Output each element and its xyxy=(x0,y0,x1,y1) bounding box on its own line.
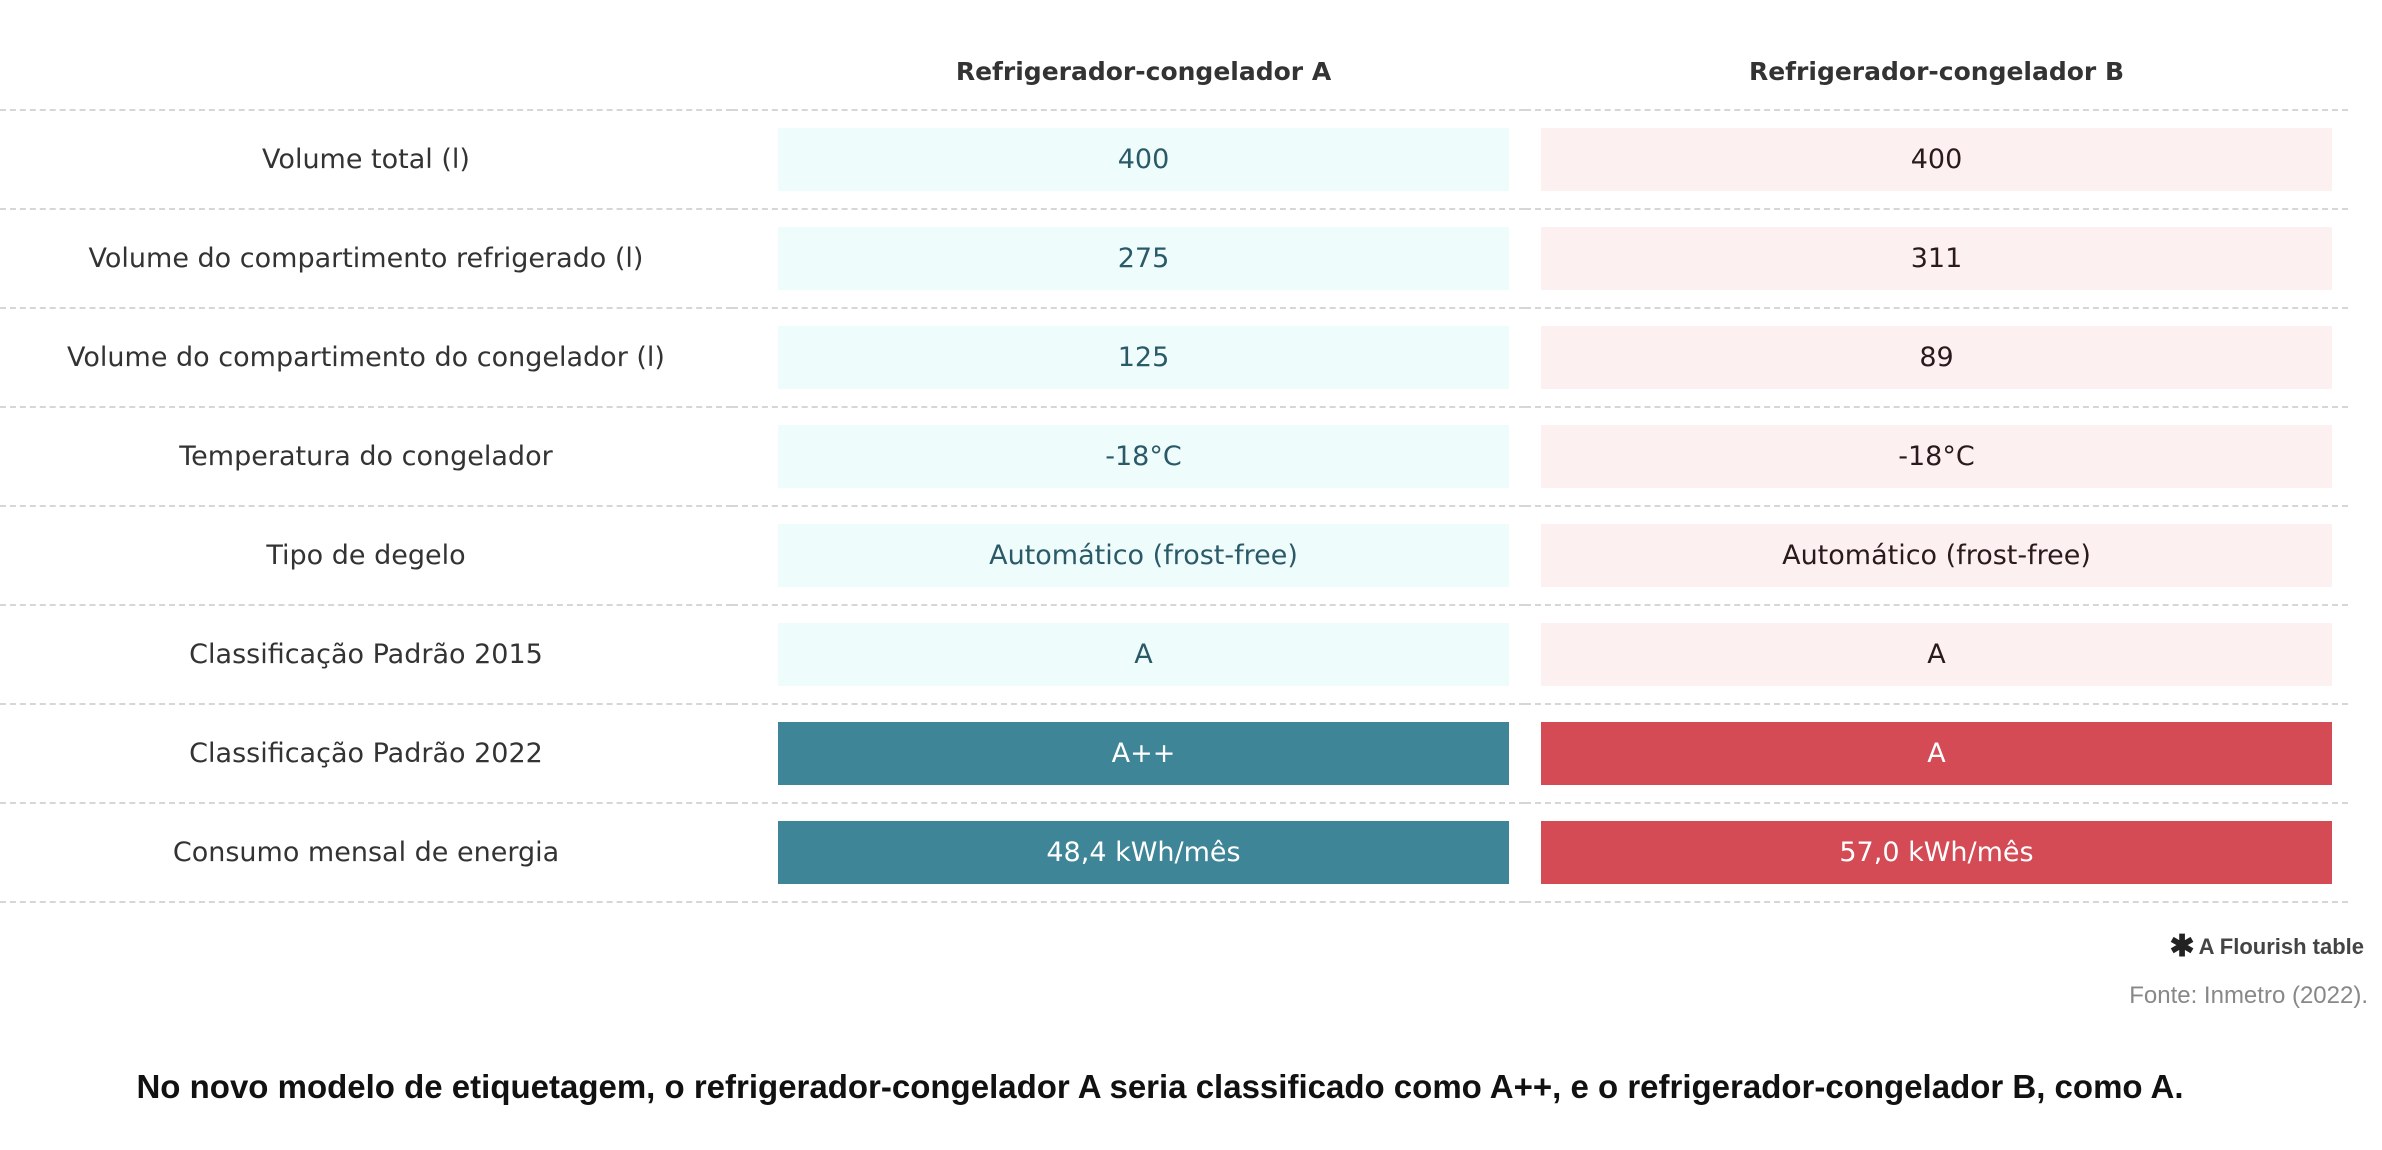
header-label-column xyxy=(0,42,732,111)
table-row: Classificação Padrão 2015 A A xyxy=(0,606,2348,705)
value-b: Automático (frost-free) xyxy=(1541,524,2332,587)
row-label: Tipo de degelo xyxy=(0,507,732,606)
cell-column-a: 125 xyxy=(732,309,1525,408)
value-a: A++ xyxy=(778,722,1509,785)
value-a: 125 xyxy=(778,326,1509,389)
figure-caption: No novo modelo de etiquetagem, o refrige… xyxy=(136,1068,2184,1105)
table-row: Tipo de degelo Automático (frost-free) Aut… xyxy=(0,507,2348,606)
cell-column-a: A++ xyxy=(732,705,1525,804)
value-a: A xyxy=(778,623,1509,686)
header-column-a: Refrigerador-congelador A xyxy=(732,42,1525,111)
cell-column-b: 57,0 kWh/mês xyxy=(1525,804,2348,903)
cell-column-b: 400 xyxy=(1525,111,2348,210)
cell-column-b: 89 xyxy=(1525,309,2348,408)
flourish-credit[interactable]: ✱ A Flourish table xyxy=(2169,932,2364,962)
value-b: 311 xyxy=(1541,227,2332,290)
cell-column-b: 311 xyxy=(1525,210,2348,309)
cell-column-a: 275 xyxy=(732,210,1525,309)
row-label: Volume total (l) xyxy=(0,111,732,210)
flourish-credit-text: A Flourish table xyxy=(2198,934,2364,959)
cell-column-a: Automático (frost-free) xyxy=(732,507,1525,606)
header-column-b: Refrigerador-congelador B xyxy=(1525,42,2348,111)
cell-column-b: A xyxy=(1525,705,2348,804)
cell-column-a: -18°C xyxy=(732,408,1525,507)
table-body: Volume total (l) 400 400 Volume do comparti… xyxy=(0,111,2348,903)
comparison-table-wrapper: Refrigerador-congelador A Refrigerador-c… xyxy=(0,42,2348,903)
table-row: Volume do compartimento refrigerado (l) 2… xyxy=(0,210,2348,309)
table-row: Temperatura do congelador -18°C -18°C xyxy=(0,408,2348,507)
cell-column-a: A xyxy=(732,606,1525,705)
asterisk-icon: ✱ xyxy=(2169,930,2195,963)
value-a: 275 xyxy=(778,227,1509,290)
value-b: A xyxy=(1541,623,2332,686)
table-row: Volume do compartimento do congelador (l… xyxy=(0,309,2348,408)
row-label: Classificação Padrão 2022 xyxy=(0,705,732,804)
table-row: Classificação Padrão 2022 A++ A xyxy=(0,705,2348,804)
cell-column-b: A xyxy=(1525,606,2348,705)
value-a: -18°C xyxy=(778,425,1509,488)
comparison-table: Refrigerador-congelador A Refrigerador-c… xyxy=(0,42,2348,903)
cell-column-b: Automático (frost-free) xyxy=(1525,507,2348,606)
value-b: 57,0 kWh/mês xyxy=(1541,821,2332,884)
row-label: Consumo mensal de energia xyxy=(0,804,732,903)
table-row: Consumo mensal de energia 48,4 kWh/mês 57,… xyxy=(0,804,2348,903)
row-label: Volume do compartimento do congelador (l… xyxy=(0,309,732,408)
cell-column-b: -18°C xyxy=(1525,408,2348,507)
cell-column-a: 400 xyxy=(732,111,1525,210)
value-b: 400 xyxy=(1541,128,2332,191)
row-label: Classificação Padrão 2015 xyxy=(0,606,732,705)
row-label: Volume do compartimento refrigerado (l) xyxy=(0,210,732,309)
value-a: Automático (frost-free) xyxy=(778,524,1509,587)
table-header-row: Refrigerador-congelador A Refrigerador-c… xyxy=(0,42,2348,111)
value-b: A xyxy=(1541,722,2332,785)
value-a: 400 xyxy=(778,128,1509,191)
value-a: 48,4 kWh/mês xyxy=(778,821,1509,884)
value-b: 89 xyxy=(1541,326,2332,389)
table-row: Volume total (l) 400 400 xyxy=(0,111,2348,210)
source-note: Fonte: Inmetro (2022). xyxy=(2129,982,2368,1009)
row-label: Temperatura do congelador xyxy=(0,408,732,507)
cell-column-a: 48,4 kWh/mês xyxy=(732,804,1525,903)
value-b: -18°C xyxy=(1541,425,2332,488)
